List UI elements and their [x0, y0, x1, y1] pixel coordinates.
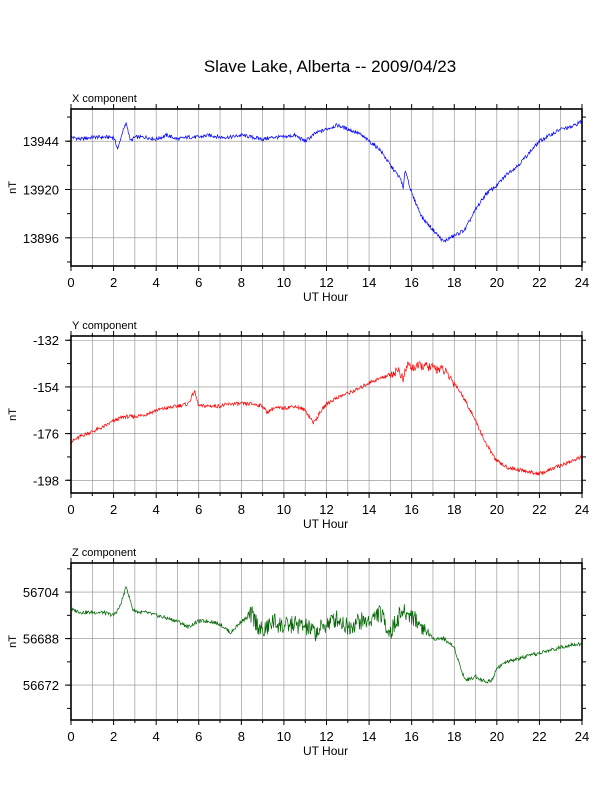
x-tick-label: 20 [490, 729, 504, 744]
panel-title: X component [72, 93, 137, 105]
x-tick-label: 0 [67, 729, 74, 744]
x-tick-label: 8 [238, 729, 245, 744]
y-tick-label: 13944 [23, 134, 59, 149]
x-tick-label: 10 [277, 275, 291, 290]
x-tick-label: 8 [238, 275, 245, 290]
x-tick-label: 18 [447, 502, 461, 517]
y-tick-label: -198 [33, 473, 59, 488]
page-title: Slave Lake, Alberta -- 2009/04/23 [203, 57, 457, 76]
x-tick-label: 16 [404, 502, 418, 517]
y-axis-label: nT [7, 635, 19, 648]
x-tick-label: 16 [404, 729, 418, 744]
x-tick-label: 8 [238, 502, 245, 517]
x-tick-label: 6 [195, 502, 202, 517]
x-axis-label: UT Hour [303, 517, 348, 531]
x-tick-label: 20 [490, 275, 504, 290]
x-tick-label: 22 [532, 502, 546, 517]
x-axis-label: UT Hour [303, 290, 348, 304]
y-tick-label: 13920 [23, 183, 59, 198]
x-tick-label: 24 [575, 729, 589, 744]
x-tick-label: 10 [277, 729, 291, 744]
x-tick-label: 12 [319, 502, 333, 517]
y-axis-label: nT [7, 181, 19, 194]
x-tick-label: 4 [153, 729, 160, 744]
x-tick-label: 0 [67, 275, 74, 290]
y-tick-label: -176 [33, 427, 59, 442]
data-series-x [70, 119, 583, 244]
x-tick-label: 18 [447, 275, 461, 290]
x-tick-label: 0 [67, 502, 74, 517]
data-series-y [70, 361, 583, 476]
x-tick-label: 6 [195, 275, 202, 290]
x-tick-label: 12 [319, 275, 333, 290]
x-tick-label: 22 [532, 729, 546, 744]
x-tick-label: 2 [110, 275, 117, 290]
y-axis-label: nT [7, 408, 19, 421]
x-tick-label: 20 [490, 502, 504, 517]
x-tick-label: 2 [110, 502, 117, 517]
x-tick-label: 4 [153, 502, 160, 517]
y-tick-label: -132 [33, 333, 59, 348]
y-tick-label: 13896 [23, 231, 59, 246]
y-tick-label: 56672 [23, 678, 59, 693]
x-tick-label: 10 [277, 502, 291, 517]
y-tick-label: 56704 [23, 585, 59, 600]
panel-title: Y component [72, 320, 137, 332]
x-tick-label: 24 [575, 275, 589, 290]
x-tick-label: 14 [362, 502, 376, 517]
x-tick-label: 14 [362, 729, 376, 744]
x-tick-label: 22 [532, 275, 546, 290]
panel-title: Z component [72, 547, 136, 559]
x-tick-label: 12 [319, 729, 333, 744]
x-tick-label: 2 [110, 729, 117, 744]
data-series-z [70, 586, 583, 684]
x-tick-label: 24 [575, 502, 589, 517]
x-tick-label: 4 [153, 275, 160, 290]
x-tick-label: 14 [362, 275, 376, 290]
x-tick-label: 18 [447, 729, 461, 744]
y-tick-label: 56688 [23, 632, 59, 647]
y-tick-label: -154 [33, 380, 59, 395]
x-axis-label: UT Hour [303, 744, 348, 758]
x-tick-label: 16 [404, 275, 418, 290]
x-tick-label: 6 [195, 729, 202, 744]
